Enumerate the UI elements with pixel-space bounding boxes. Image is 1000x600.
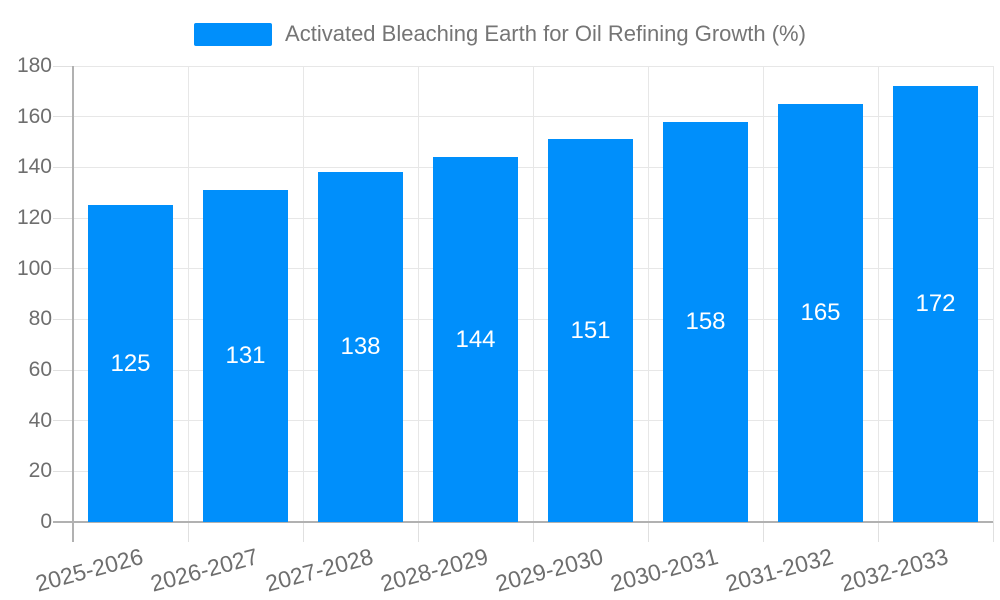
y-axis-label: 60 [28,358,52,381]
x-tick [992,522,994,542]
bar-value-label: 165 [800,299,841,326]
x-axis-label: 2027-2028 [262,543,376,597]
x-tick [187,522,189,542]
x-tick [417,522,419,542]
bar-value-label: 138 [340,333,381,361]
x-tick [762,522,764,542]
x-gridline [992,66,994,522]
x-gridline [877,66,879,522]
y-axis-label: 100 [16,256,52,280]
y-axis-label: 0 [40,510,52,533]
x-axis-label: 2031-2032 [722,543,836,597]
bar[interactable] [318,172,403,522]
bar-value-label: 131 [225,342,266,370]
y-tick [53,217,73,219]
y-tick [53,116,73,118]
x-axis-label: 2025-2026 [32,543,146,597]
legend-item[interactable]: Activated Bleaching Earth for Oil Refini… [0,20,1000,48]
y-axis-label: 80 [28,307,52,331]
x-tick [877,522,879,542]
bar[interactable] [203,190,288,522]
y-axis-label: 160 [16,104,52,128]
y-tick [53,268,73,270]
y-axis-label: 140 [16,155,52,179]
y-tick [53,318,73,320]
x-axis-label: 2032-2033 [837,543,951,597]
bar-value-label: 172 [915,290,956,318]
x-gridline [187,66,189,522]
x-axis-label: 2026-2027 [147,543,261,597]
x-axis-label: 2029-2030 [492,543,606,597]
legend-swatch [194,22,273,46]
y-tick [53,65,73,67]
bar-value-label: 158 [685,307,726,335]
x-tick [647,522,649,542]
x-axis-line [53,521,993,523]
y-axis-label: 180 [16,54,52,77]
x-gridline [762,66,764,522]
x-gridline [417,66,419,522]
bar[interactable] [88,205,173,522]
bar[interactable] [663,121,748,522]
bar-value-label: 151 [570,316,611,344]
bar-value-label: 125 [110,349,151,377]
bar[interactable] [778,104,863,522]
x-axis-label: 2030-2031 [607,543,721,597]
legend-label: Activated Bleaching Earth for Oil Refini… [285,21,806,46]
bar-value-label: 144 [455,325,496,353]
bar[interactable] [893,86,978,522]
x-gridline [532,66,534,522]
y-tick [53,369,73,371]
x-axis-label: 2028-2029 [377,543,491,597]
bar[interactable] [433,157,518,522]
x-gridline [302,66,304,522]
y-axis-label: 120 [16,206,52,229]
x-tick [532,522,534,542]
y-tick [53,420,73,422]
x-gridline [647,66,649,522]
y-axis-line [72,66,74,542]
y-axis-label: 40 [28,408,52,432]
y-axis-label: 20 [28,459,52,483]
x-tick [302,522,304,542]
y-tick [53,166,73,168]
y-tick [53,470,73,472]
bar[interactable] [548,139,633,522]
